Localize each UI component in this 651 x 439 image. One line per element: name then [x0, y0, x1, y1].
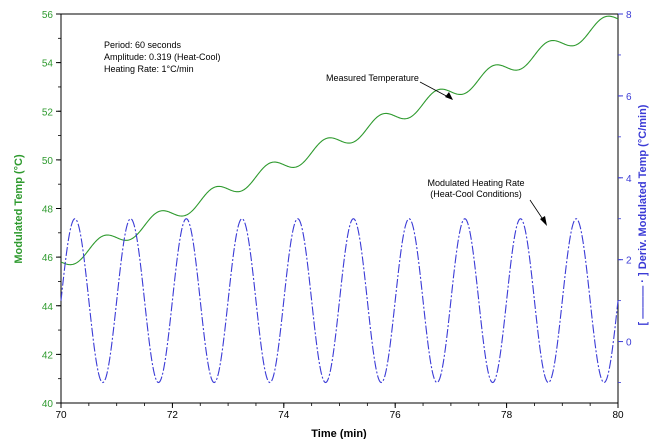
x-tick-label: 76	[390, 410, 402, 421]
y-right-tick-label: 2	[626, 256, 632, 267]
series-line-measured-temperature	[60, 15, 619, 266]
note-period: Period: 60 seconds	[104, 40, 182, 50]
annotation-heating-rate: Modulated Heating Rate	[427, 178, 524, 188]
series-line-heating-rate	[60, 218, 619, 384]
series-layer	[60, 15, 619, 384]
annotation-measured-temperature: Measured Temperature	[326, 73, 419, 83]
y-left-tick-label: 52	[42, 107, 54, 118]
annotation-arrowhead-heating-rate	[540, 216, 547, 226]
y-right-tick-label: 8	[626, 10, 632, 21]
y-right-axis-label: [ ——— · ] Deriv. Modulated Temp (°C/min)	[637, 104, 649, 325]
y-left-tick-label: 42	[42, 350, 54, 361]
y-right-tick-label: 6	[626, 92, 632, 103]
x-tick-label: 70	[55, 410, 67, 421]
x-tick-label: 74	[278, 410, 290, 421]
note-heating-rate: Heating Rate: 1°C/min	[104, 64, 194, 74]
x-axis-label: Time (min)	[311, 428, 367, 439]
y-left-tick-label: 56	[42, 10, 54, 21]
y-left-tick-label: 44	[42, 302, 54, 313]
y-left-tick-label: 54	[42, 59, 54, 70]
y-left-tick-label: 48	[42, 205, 54, 216]
x-tick-label: 78	[501, 410, 513, 421]
x-tick-label: 72	[167, 410, 179, 421]
y-left-tick-label: 40	[42, 399, 54, 410]
y-left-tick-label: 46	[42, 253, 54, 264]
x-tick-label: 80	[612, 410, 624, 421]
annotation-heating-rate-sub: (Heat-Cool Conditions)	[430, 189, 522, 199]
y-left-tick-label: 50	[42, 156, 54, 167]
annotation-arrowhead-temperature	[445, 92, 453, 100]
y-right-tick-label: 4	[626, 174, 632, 185]
note-amplitude: Amplitude: 0.319 (Heat-Cool)	[104, 52, 221, 62]
y-right-tick-label: 0	[626, 338, 632, 349]
y-left-axis-label: Modulated Temp (°C)	[13, 154, 25, 264]
